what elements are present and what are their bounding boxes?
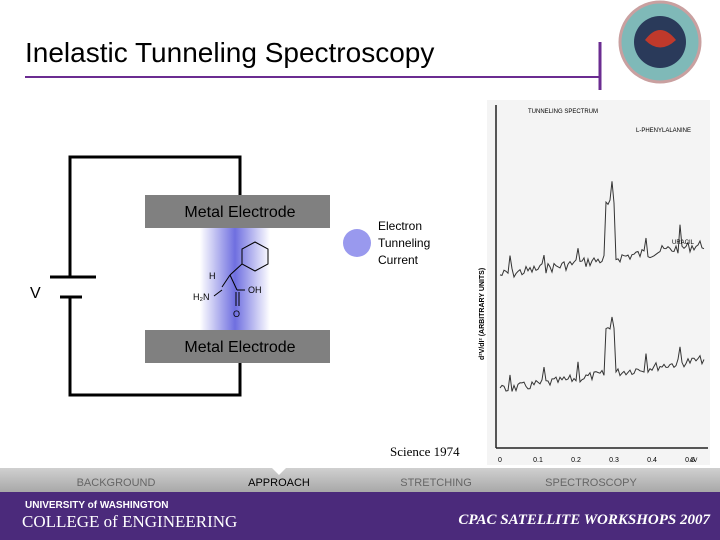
voltage-label: V xyxy=(30,285,41,302)
footer xyxy=(0,492,720,540)
legend-text: Electron xyxy=(378,219,422,233)
footer-college: COLLEGE of ENGINEERING xyxy=(22,512,237,531)
citation: Science 1974 xyxy=(390,444,460,459)
electrode xyxy=(145,330,330,363)
tunneling-beam xyxy=(200,228,270,330)
figure-tick-label: 0.4 xyxy=(647,457,657,464)
spectrum-figure xyxy=(487,100,710,465)
nav-item[interactable]: SPECTROSCOPY xyxy=(545,477,637,489)
spectrum-trace xyxy=(499,316,705,393)
figure-tick-label: 0.3 xyxy=(609,457,619,464)
figure-tick-label: 0.1 xyxy=(533,457,543,464)
figure-unit: eV xyxy=(690,458,697,464)
footer-university: UNIVERSITY of WASHINGTON xyxy=(25,500,169,511)
legend-text: Tunneling xyxy=(378,236,430,250)
slide-title: Inelastic Tunneling Spectroscopy xyxy=(25,37,434,68)
figure-tick-label: 0.2 xyxy=(571,457,581,464)
figure-axis-label: d²V/dI² (ARBITRARY UNITS) xyxy=(479,268,486,360)
figure-title: TUNNELING SPECTRUM xyxy=(528,109,598,115)
legend-text: Current xyxy=(378,253,419,267)
logo xyxy=(618,0,702,84)
figure-tick-label: 0 xyxy=(498,457,502,464)
circuit-wire xyxy=(50,155,242,397)
nav-item[interactable]: APPROACH xyxy=(248,477,310,489)
electrode xyxy=(145,195,330,228)
nav-item[interactable]: BACKGROUND xyxy=(77,477,156,489)
footer-event: CPAC SATELLITE WORKSHOPS 2007 xyxy=(458,512,710,528)
electrode-label: Metal Electrode xyxy=(184,204,295,221)
figure-label: L-PHENYLALANINE xyxy=(636,128,691,134)
molecule-label: OH xyxy=(248,285,262,295)
figure-tick-label: 0.5 xyxy=(685,457,695,464)
molecule-label: H xyxy=(209,271,216,281)
nav-indicator xyxy=(272,468,286,475)
molecule xyxy=(213,241,269,306)
electrode-label: Metal Electrode xyxy=(184,339,295,356)
molecule-label: O xyxy=(233,309,240,319)
nav-item[interactable]: STRETCHING xyxy=(400,477,472,489)
electron-icon xyxy=(343,229,371,257)
molecule-label: H₂N xyxy=(193,292,210,302)
spectrum-trace xyxy=(499,181,705,279)
figure-label: URACIL xyxy=(672,240,695,246)
nav-bar xyxy=(0,468,720,492)
